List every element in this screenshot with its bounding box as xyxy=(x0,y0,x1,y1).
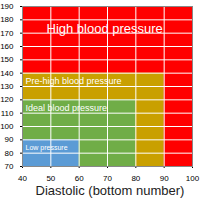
svg-text:120: 120 xyxy=(0,95,14,104)
svg-text:70: 70 xyxy=(103,174,112,182)
svg-text:90: 90 xyxy=(5,135,14,144)
svg-text:Ideal blood pressure: Ideal blood pressure xyxy=(26,103,108,113)
svg-text:80: 80 xyxy=(131,174,140,182)
svg-text:90: 90 xyxy=(160,174,169,182)
svg-text:180: 180 xyxy=(0,15,14,24)
svg-text:110: 110 xyxy=(1,109,14,118)
svg-text:160: 160 xyxy=(0,42,14,51)
svg-text:100: 100 xyxy=(186,174,200,182)
svg-text:Pre-high blood pressure: Pre-high blood pressure xyxy=(26,76,122,86)
svg-text:80: 80 xyxy=(5,149,14,158)
svg-text:50: 50 xyxy=(46,174,55,182)
svg-text:170: 170 xyxy=(0,29,14,38)
svg-text:140: 140 xyxy=(0,69,14,78)
svg-text:100: 100 xyxy=(0,122,14,131)
svg-text:150: 150 xyxy=(0,55,14,64)
svg-text:190: 190 xyxy=(0,2,14,11)
svg-text:40: 40 xyxy=(18,174,27,182)
svg-text:130: 130 xyxy=(0,82,14,91)
svg-text:High blood pressure: High blood pressure xyxy=(47,21,163,36)
svg-text:Low pressure: Low pressure xyxy=(26,144,68,152)
svg-text:60: 60 xyxy=(75,174,84,182)
svg-text:70: 70 xyxy=(5,162,14,171)
html-text:Diastolic (bottom number): Diastolic (bottom number) xyxy=(35,183,185,198)
